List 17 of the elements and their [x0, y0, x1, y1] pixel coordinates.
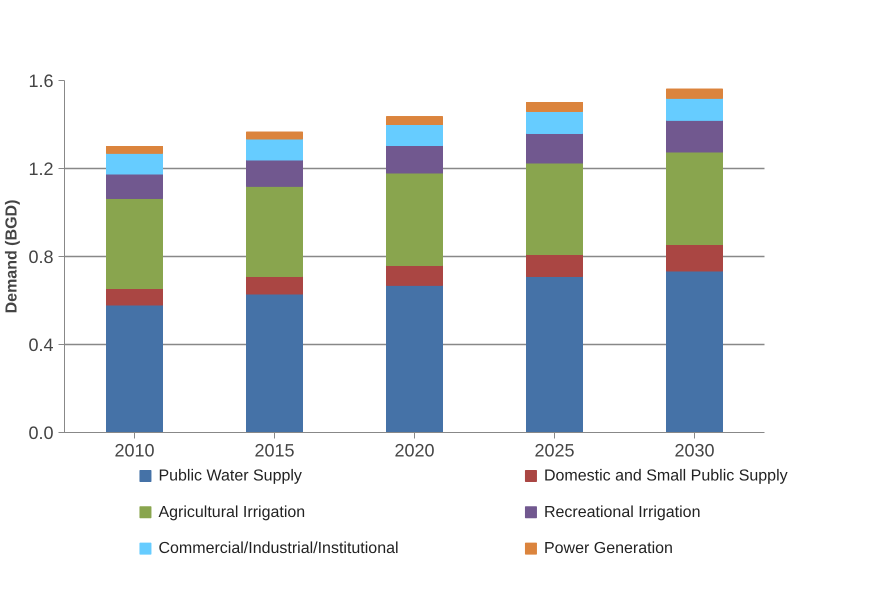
legend-label: Public Water Supply — [158, 468, 302, 484]
x-tick-label: 2030 — [674, 440, 715, 460]
y-tick-label: 0.4 — [28, 335, 54, 355]
legend-label: Domestic and Small Public Supply — [544, 468, 788, 484]
x-tick-label: 2015 — [254, 440, 295, 460]
y-tick-label: 1.6 — [28, 71, 54, 91]
y-tick-label: 0.8 — [28, 247, 54, 267]
x-tick-label: 2025 — [534, 440, 575, 460]
y-tick-label: 0.0 — [28, 423, 54, 443]
legend-label: Agricultural Irrigation — [158, 504, 306, 521]
x-tick-label: 2020 — [394, 440, 435, 460]
y-axis-title: Demand (BGD) — [3, 200, 20, 314]
y-tick-label: 1.2 — [28, 159, 54, 179]
legend-label: Power Generation — [544, 540, 673, 558]
legend-label: Recreational Irrigation — [544, 504, 700, 521]
x-tick-label: 2010 — [114, 440, 155, 460]
legend-label: Commercial/Industrial/Institutional — [158, 540, 399, 558]
